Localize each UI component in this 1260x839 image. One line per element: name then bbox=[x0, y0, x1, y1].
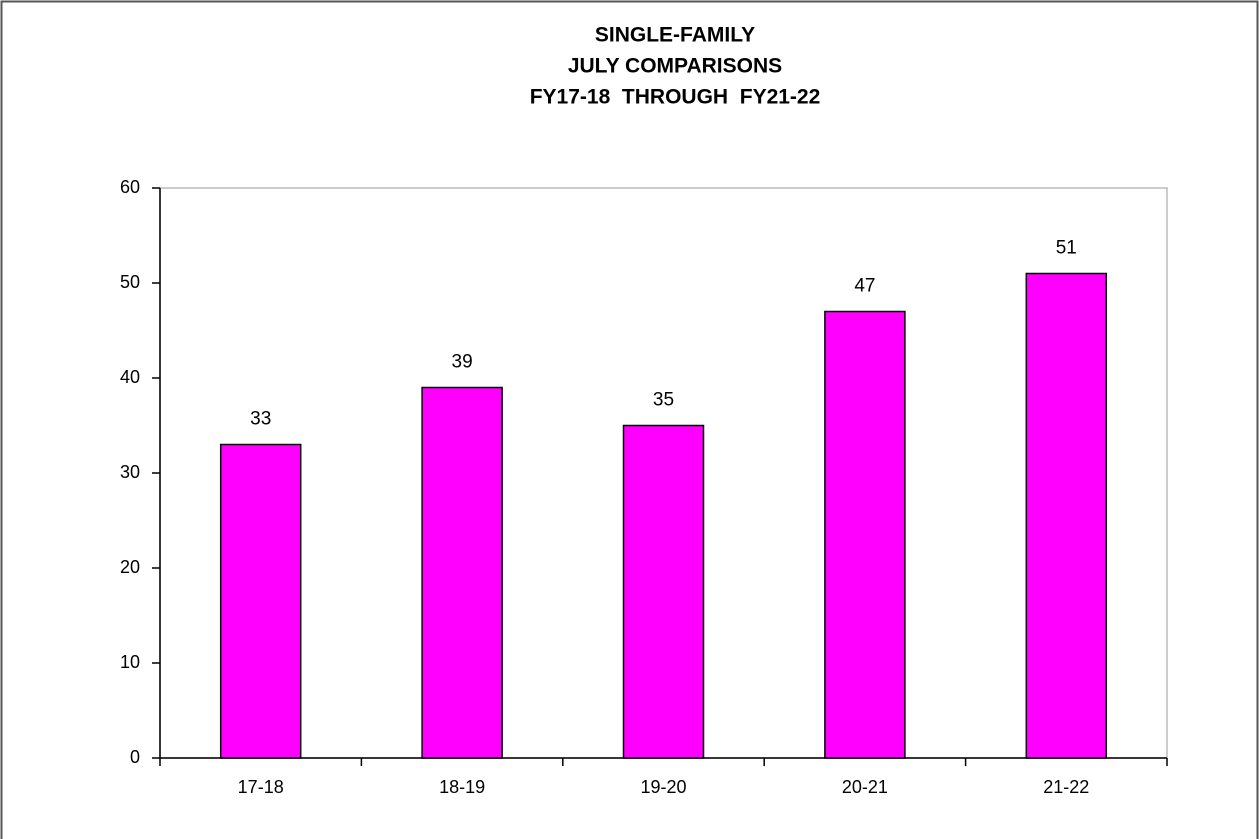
x-tick-label: 18-19 bbox=[439, 777, 485, 797]
x-tick-label: 19-20 bbox=[640, 777, 686, 797]
y-tick-label: 60 bbox=[120, 177, 140, 197]
y-tick-label: 10 bbox=[120, 652, 140, 672]
y-tick-label: 20 bbox=[120, 557, 140, 577]
bar bbox=[622, 424, 705, 759]
y-tick-label: 30 bbox=[120, 462, 140, 482]
chart-title: FY17-18 THROUGH FY21-22 bbox=[530, 86, 821, 109]
x-tick-label: 20-21 bbox=[842, 777, 888, 797]
y-tick-label: 50 bbox=[120, 272, 140, 292]
data-label: 33 bbox=[250, 409, 271, 430]
bar bbox=[824, 310, 906, 759]
chart-title: JULY COMPARISONS bbox=[568, 55, 782, 78]
bar bbox=[219, 443, 302, 759]
y-tick-label: 0 bbox=[130, 747, 140, 767]
data-label: 51 bbox=[1056, 238, 1077, 259]
data-label: 47 bbox=[854, 276, 875, 297]
bar bbox=[421, 386, 503, 759]
bar bbox=[1025, 272, 1108, 759]
data-label: 39 bbox=[452, 352, 473, 373]
chart-title: SINGLE-FAMILY bbox=[595, 24, 755, 47]
x-tick-label: 21-22 bbox=[1043, 777, 1089, 797]
data-label: 35 bbox=[653, 390, 674, 411]
x-tick-label: 17-18 bbox=[238, 777, 284, 797]
y-tick-label: 40 bbox=[120, 367, 140, 387]
